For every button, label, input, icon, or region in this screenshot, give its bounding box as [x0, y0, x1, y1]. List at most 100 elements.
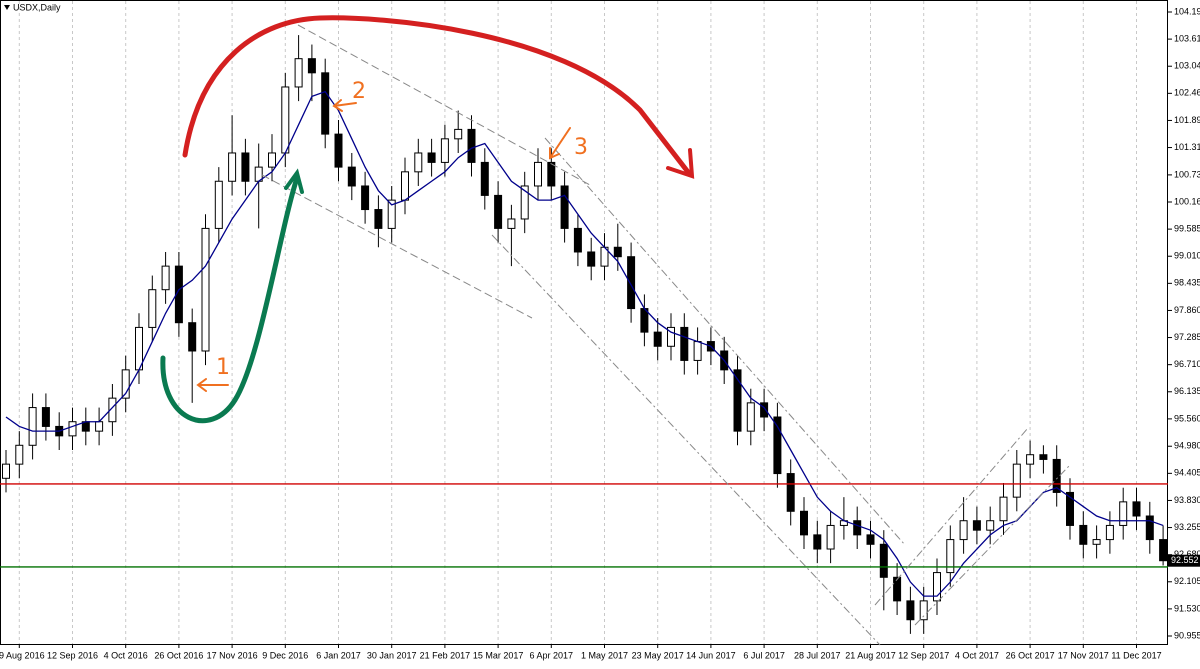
arrow-1 [196, 378, 229, 392]
candle-body [1145, 515, 1154, 541]
candle-body [853, 520, 862, 536]
candle-body [1132, 501, 1141, 517]
y-tick-label: 95.560 [1174, 413, 1200, 423]
candle-body [188, 322, 197, 352]
candle-body [1092, 539, 1101, 545]
candle-body [95, 421, 104, 432]
y-tick-label: 92.105 [1174, 576, 1200, 586]
x-tick-label: 30 Jan 2017 [367, 650, 417, 660]
candle-body [786, 473, 795, 512]
annotation: 2 [352, 79, 366, 104]
x-tick-label: 17 Nov 2016 [207, 650, 258, 660]
candle-body [1159, 539, 1168, 562]
candle-body [214, 180, 223, 229]
last-price-box [1168, 554, 1200, 567]
red-arc [182, 15, 691, 175]
x-tick-label: 26 Oct 2016 [154, 650, 203, 660]
y-tick-label: 96.710 [1174, 359, 1200, 369]
x-tick-label: 26 Oct 2017 [1006, 650, 1055, 660]
moving-average [5, 90, 1164, 597]
candle-body [401, 171, 409, 201]
x-tick-label: 6 Jul 2017 [743, 650, 785, 660]
candle-body [879, 543, 888, 578]
candle-body [1066, 491, 1074, 526]
x-tick-label: 9 Dec 2016 [262, 650, 308, 660]
green-arrowhead [284, 168, 304, 194]
x-tick-label: 23 May 2017 [632, 650, 684, 660]
candle-body [467, 128, 476, 163]
candle-body [281, 86, 290, 154]
x-tick-label: 6 Jan 2017 [316, 650, 361, 660]
marks [0, 35, 1168, 634]
x-tick-label: 21 Aug 2017 [845, 650, 896, 660]
candle-body [866, 534, 875, 545]
candle-body [307, 58, 316, 74]
candle-body [680, 326, 689, 361]
candle-body [733, 369, 742, 432]
candle-body [693, 341, 702, 361]
drawings [160, 15, 695, 424]
candle-body [161, 265, 170, 291]
y-tick-label: 94.980 [1174, 441, 1200, 451]
x-tick-label: 4 Oct 2016 [104, 650, 148, 660]
candle-body [1039, 454, 1048, 460]
arrow-3 [549, 127, 571, 160]
candle-body [294, 58, 303, 88]
candle-body [760, 402, 769, 418]
chart-title: USDX,Daily [13, 2, 61, 12]
x-tick-label: 1 May 2017 [581, 650, 628, 660]
candle-body [919, 600, 928, 621]
y-tick-label: 104.190 [1174, 6, 1200, 16]
candle-body [268, 152, 276, 168]
annotation: 1 [216, 355, 230, 380]
candle-body [241, 152, 250, 182]
candle-body [68, 421, 77, 437]
candle-body [986, 520, 995, 531]
candle-body [547, 161, 556, 187]
y-tick-label: 103.615 [1174, 33, 1200, 43]
candle-body [41, 407, 50, 427]
y-tick-label: 93.255 [1174, 522, 1200, 532]
candle-body [321, 72, 330, 135]
last-price-label: 92.552 [1171, 555, 1199, 565]
x-tick-label: 21 Feb 2017 [420, 650, 471, 660]
candle-body [201, 227, 210, 352]
y-tick-label: 103.040 [1174, 61, 1200, 71]
candle-body [826, 524, 835, 550]
candle-body [108, 397, 117, 423]
y-tick-label: 90.955 [1174, 630, 1200, 640]
candle-body [1119, 501, 1128, 526]
x-tick-label: 15 Mar 2017 [473, 650, 524, 660]
channel-line [914, 464, 1071, 626]
candle-body [347, 166, 356, 187]
candle-body [361, 185, 370, 211]
candle-body [15, 444, 24, 465]
candle-body [933, 572, 941, 602]
candle-body [440, 138, 449, 163]
y-tick-label: 97.285 [1174, 332, 1200, 342]
candle-body [800, 510, 808, 536]
candle-body [480, 161, 489, 196]
candle-body [374, 209, 383, 229]
x-tick-label: 11 Dec 2017 [1111, 650, 1161, 660]
y-tick-label: 93.830 [1174, 495, 1200, 505]
candle-body [746, 402, 755, 432]
candle-body [534, 161, 542, 187]
candle-body [959, 520, 968, 541]
orange-arrows [196, 99, 571, 392]
channel-line [874, 427, 1029, 606]
candle-body [387, 199, 396, 229]
candle-body [148, 289, 157, 328]
channel-line [297, 24, 591, 186]
candle-body [573, 227, 582, 253]
y-tick-label: 101.315 [1174, 142, 1200, 152]
x-tick-label: 6 Apr 2017 [530, 650, 574, 660]
candle-body [2, 463, 10, 479]
candle-body [906, 600, 915, 621]
x-tick-label: 12 Sep 2017 [898, 650, 949, 660]
candle-body [560, 185, 569, 229]
candle-body [1079, 524, 1088, 545]
y-tick-label: 101.890 [1174, 115, 1200, 125]
candle-body [507, 218, 516, 229]
